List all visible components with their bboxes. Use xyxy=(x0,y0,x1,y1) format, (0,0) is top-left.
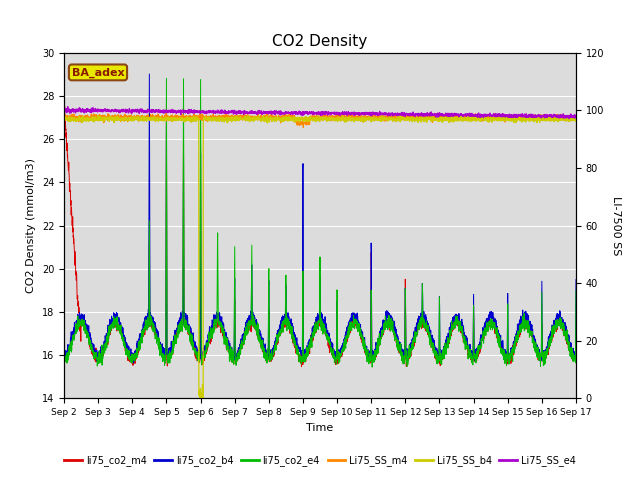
X-axis label: Time: Time xyxy=(307,423,333,432)
Y-axis label: LI-7500 SS: LI-7500 SS xyxy=(611,196,621,255)
Text: BA_adex: BA_adex xyxy=(72,67,124,78)
Y-axis label: CO2 Density (mmol/m3): CO2 Density (mmol/m3) xyxy=(26,158,36,293)
Legend: li75_co2_m4, li75_co2_b4, li75_co2_e4, Li75_SS_m4, Li75_SS_b4, Li75_SS_e4: li75_co2_m4, li75_co2_b4, li75_co2_e4, L… xyxy=(60,452,580,470)
Title: CO2 Density: CO2 Density xyxy=(273,34,367,49)
